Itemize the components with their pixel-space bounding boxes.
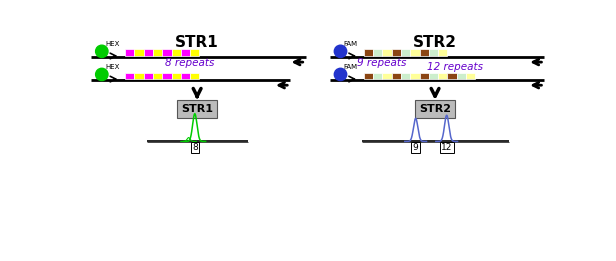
Bar [125, 49, 134, 56]
Bar [447, 73, 456, 79]
Text: 12: 12 [441, 143, 452, 152]
Bar [153, 49, 162, 56]
Bar [373, 73, 383, 79]
Text: 8: 8 [192, 143, 198, 152]
Bar [373, 49, 383, 56]
Text: STR1: STR1 [181, 104, 213, 114]
Bar [190, 49, 200, 56]
Text: 9 repeats: 9 repeats [357, 58, 407, 68]
Text: STR1: STR1 [175, 35, 219, 50]
Bar [401, 73, 410, 79]
Bar [429, 73, 438, 79]
Bar [144, 49, 153, 56]
Bar [181, 73, 190, 79]
Bar [181, 49, 190, 56]
Circle shape [95, 68, 108, 81]
Bar [438, 73, 447, 79]
Bar [171, 49, 181, 56]
Bar [392, 73, 401, 79]
Bar [383, 49, 392, 56]
Bar [410, 49, 419, 56]
Circle shape [95, 45, 108, 57]
Bar [162, 73, 171, 79]
Text: FAM: FAM [344, 64, 358, 70]
Bar [134, 49, 144, 56]
Bar [419, 49, 429, 56]
Bar [364, 73, 373, 79]
Bar [392, 49, 401, 56]
Bar [190, 73, 200, 79]
Bar [419, 73, 429, 79]
Bar [364, 49, 373, 56]
Bar [466, 73, 476, 79]
Circle shape [334, 68, 347, 81]
Text: 9: 9 [413, 143, 418, 152]
Text: HEX: HEX [105, 41, 120, 47]
Bar [134, 73, 144, 79]
Bar [383, 73, 392, 79]
Bar [162, 49, 171, 56]
Bar [410, 73, 419, 79]
Bar [144, 73, 153, 79]
Text: STR2: STR2 [419, 104, 451, 114]
Text: FAM: FAM [344, 41, 358, 47]
Text: 12 repeats: 12 repeats [428, 62, 483, 72]
Circle shape [334, 45, 347, 57]
Bar [171, 73, 181, 79]
Text: HEX: HEX [105, 64, 120, 70]
Text: STR2: STR2 [413, 35, 457, 50]
Bar [153, 73, 162, 79]
Bar [401, 49, 410, 56]
Bar [429, 49, 438, 56]
Bar [125, 73, 134, 79]
Text: 8 repeats: 8 repeats [164, 58, 214, 68]
Bar [438, 49, 447, 56]
Bar [456, 73, 466, 79]
